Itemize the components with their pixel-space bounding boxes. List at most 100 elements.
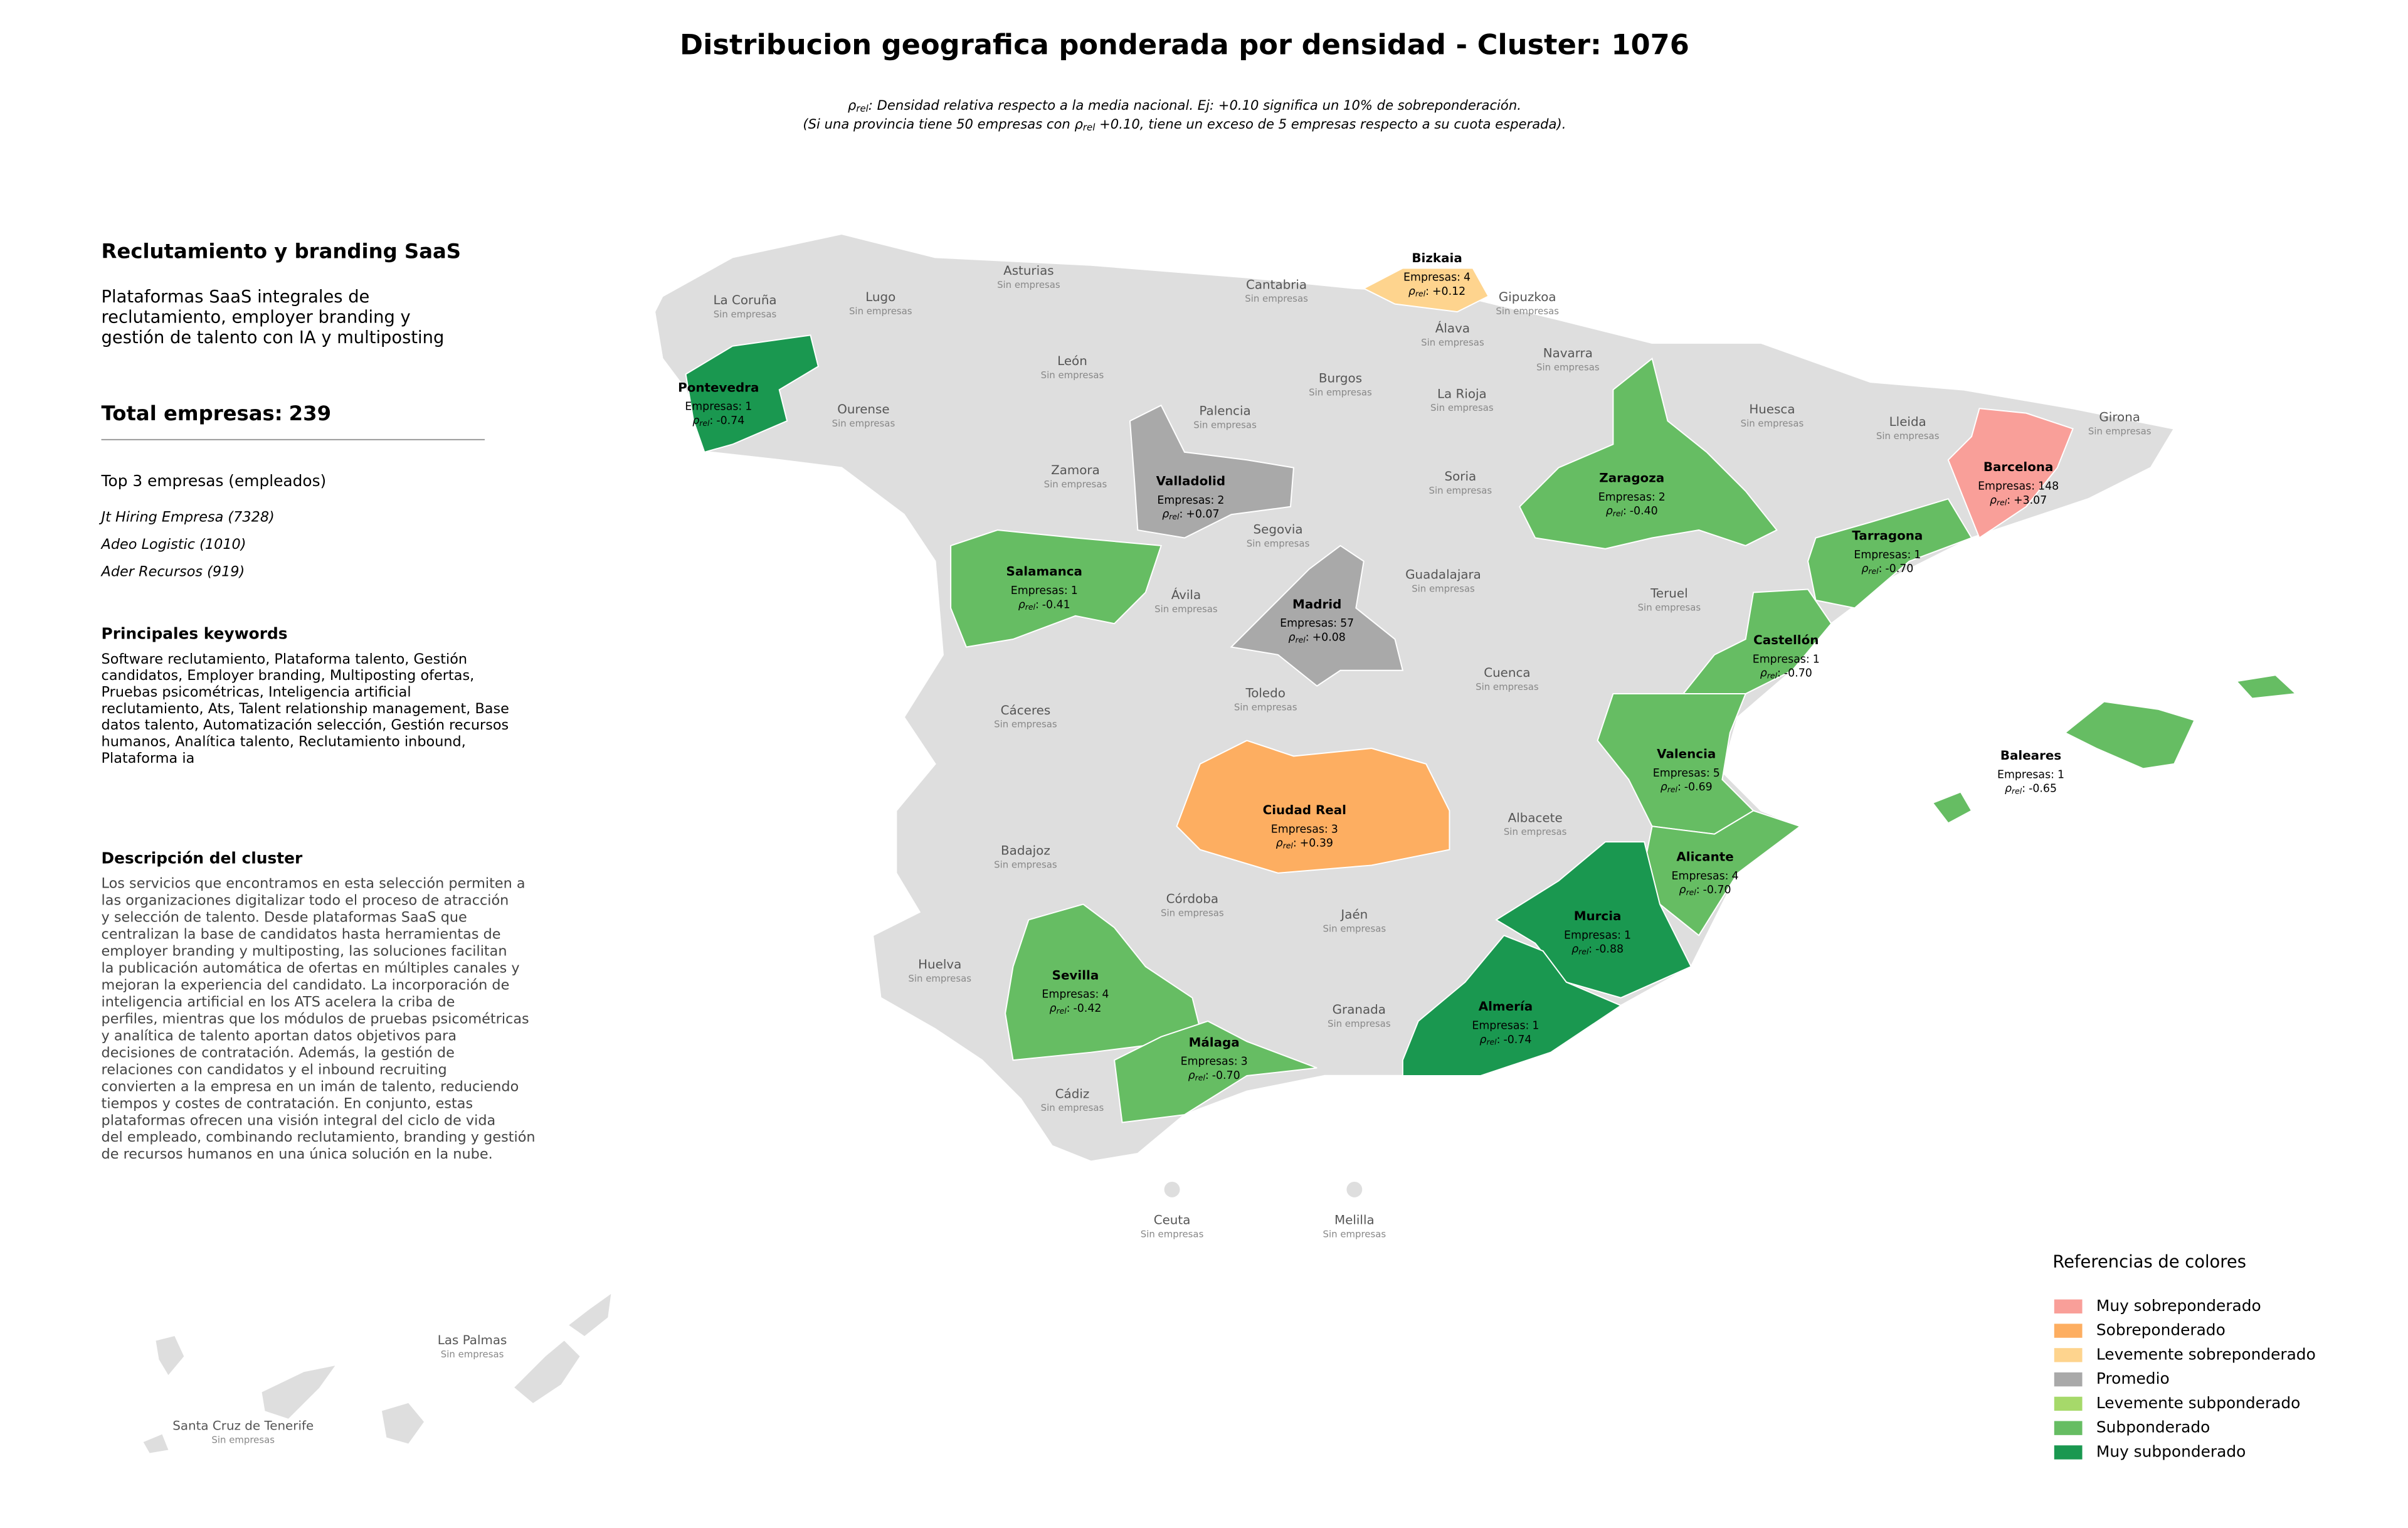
- province-rho: ρrel: +3.07: [1990, 494, 2047, 507]
- empty-province-note: Sin empresas: [997, 279, 1060, 290]
- rho-symbol: ρ: [1606, 505, 1613, 517]
- province-count: Empresas: 1: [1753, 653, 1820, 666]
- empty-province-name: Ceuta: [1154, 1213, 1191, 1228]
- rho-symbol: ρ: [1990, 494, 1997, 507]
- province-region: [1402, 935, 1622, 1076]
- rho-colon: :: [2022, 783, 2025, 795]
- empty-province-note: Sin empresas: [1430, 402, 1494, 413]
- empty-province-name: Córdoba: [1166, 892, 1218, 906]
- province-rho: ρrel: -0.69: [1661, 781, 1713, 793]
- province-count: Empresas: 1: [1564, 929, 1631, 942]
- empty-province-note: Sin empresas: [1421, 337, 1484, 348]
- rho-colon: :: [1293, 837, 1297, 850]
- empty-province-note: Sin empresas: [1309, 386, 1372, 398]
- province-name: Valladolid: [1156, 474, 1225, 489]
- empty-province-name: Granada: [1333, 1002, 1386, 1017]
- province-region: [685, 334, 819, 453]
- province-rho: ρrel: -0.70: [1679, 884, 1731, 896]
- rho-value: -0.41: [1042, 598, 1070, 611]
- rho-subscript: rel: [1767, 671, 1778, 680]
- rho-colon: :: [1588, 943, 1592, 956]
- count-value: 4: [1464, 271, 1471, 284]
- empty-province-note: Sin empresas: [714, 309, 777, 320]
- province-count: Empresas: 4: [1403, 271, 1471, 284]
- empty-province-name: Huelva: [918, 957, 961, 972]
- empty-province-note: Sin empresas: [1234, 701, 1297, 713]
- rho-colon: :: [1879, 563, 1883, 575]
- empty-province-note: Sin empresas: [1741, 418, 1804, 429]
- empty-province-note: Sin empresas: [1141, 1228, 1204, 1239]
- panel-line: gestión de talento con IA y multiposting: [102, 328, 445, 348]
- empty-province-note: Sin empresas: [1041, 369, 1104, 381]
- empty-province-note: Sin empresas: [2088, 425, 2152, 437]
- empty-province-note: Sin empresas: [1412, 583, 1475, 595]
- panel-line: perfiles, mientras que los módulos de pr…: [102, 1011, 529, 1027]
- total: Total empresas: 239: [102, 401, 332, 425]
- rho-value: -0.74: [1503, 1034, 1531, 1046]
- panel-line: las organizaciones digitalizar todo el p…: [102, 893, 509, 909]
- panel-line: Software reclutamiento, Plataforma talen…: [102, 651, 468, 667]
- empty-province-note: Sin empresas: [211, 1435, 275, 1446]
- regions: [685, 267, 2298, 1123]
- panel-line: plataformas ofrecen una visión integral …: [102, 1112, 496, 1128]
- island: [569, 1293, 611, 1337]
- panel-line: candidatos, Employer branding, Multipost…: [102, 667, 475, 684]
- province-count: Empresas: 57: [1280, 617, 1354, 630]
- panel-line: mejoran la experiencia del candidato. La…: [102, 977, 510, 994]
- province-rho: ρrel: -0.40: [1606, 505, 1658, 517]
- rho-value: -0.40: [1630, 505, 1658, 517]
- legend-swatch: [2054, 1421, 2083, 1435]
- province-region: [2064, 701, 2195, 770]
- panel-title: Reclutamiento y branding SaaS: [102, 240, 462, 263]
- count-label: Empresas:: [1011, 585, 1068, 597]
- panel-line: de recursos humanos en una única solució…: [102, 1146, 493, 1162]
- province-count: Empresas: 1: [685, 401, 752, 413]
- rho-value: -0.74: [716, 415, 744, 427]
- keywords-heading: Principales keywords: [102, 625, 288, 643]
- rho-symbol: ρ: [1018, 598, 1025, 611]
- empty-province-name: Zamora: [1051, 463, 1100, 477]
- legend-label: Promedio: [2096, 1369, 2170, 1387]
- province-rho: ρrel: +0.08: [1289, 632, 1346, 644]
- province-rho: ρrel: -0.88: [1571, 943, 1624, 956]
- empty-province-name: Navarra: [1543, 346, 1593, 361]
- rho-colon: :: [1497, 1034, 1501, 1046]
- empty-province-name: Huesca: [1749, 402, 1795, 416]
- count-label: Empresas:: [1271, 823, 1328, 836]
- empty-province-note: Sin empresas: [1323, 923, 1386, 934]
- subtitle-line: (Si una provincia tiene 50 empresas con …: [803, 116, 1566, 133]
- province-region: [1005, 903, 1201, 1061]
- province-name: Madrid: [1292, 597, 1341, 612]
- rho-subscript: rel: [1613, 508, 1624, 517]
- province-region: [1807, 498, 1973, 609]
- legend-label: Muy sobreponderado: [2096, 1297, 2261, 1315]
- rho-value: -0.88: [1595, 943, 1624, 956]
- legend-title: Referencias de colores: [2052, 1253, 2246, 1272]
- title: Distribucion geografica ponderada por de…: [680, 28, 1689, 61]
- rho-colon: :: [709, 415, 713, 427]
- count-value: 1: [745, 401, 752, 413]
- count-value: 57: [1340, 617, 1354, 630]
- empty-province-name: Ávila: [1171, 588, 1201, 602]
- count-label: Empresas:: [1157, 494, 1214, 507]
- rho-value: -0.70: [1885, 563, 1913, 575]
- panel-line: relaciones con candidatos y el inbound r…: [102, 1061, 447, 1078]
- province-region: [950, 529, 1162, 648]
- province-name: Salamanca: [1006, 565, 1082, 579]
- panel-line: del empleado, combinando reclutamiento, …: [102, 1129, 536, 1145]
- province-count: Empresas: 4: [1672, 870, 1739, 883]
- province-rho: ρrel: -0.41: [1018, 598, 1070, 611]
- panel-line: datos talento, Automatización selección,…: [102, 717, 509, 733]
- panel-line: reclutamiento, Ats, Talent relationship …: [102, 701, 509, 717]
- province-region: [1114, 1020, 1318, 1123]
- rho-value: +0.07: [1186, 508, 1219, 521]
- province-rho: ρrel: -0.70: [1861, 563, 1913, 575]
- rho-colon: :: [1677, 781, 1681, 793]
- province-name: Valencia: [1657, 746, 1716, 761]
- legend-label: Levemente sobreponderado: [2096, 1345, 2316, 1363]
- legend-label: Levemente subponderado: [2096, 1394, 2300, 1412]
- province-name: Almería: [1479, 999, 1533, 1014]
- empty-province-name: Badajoz: [1001, 844, 1050, 858]
- count-label: Empresas:: [1598, 491, 1656, 504]
- rho-subscript: rel: [856, 103, 869, 114]
